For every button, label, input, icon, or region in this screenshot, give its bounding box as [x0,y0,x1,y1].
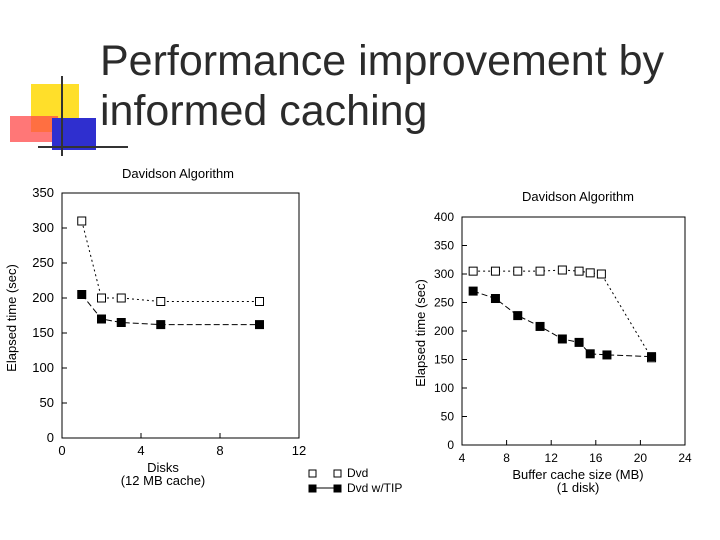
chart1-legend-marker [333,469,342,478]
chart2-series-1-point [585,268,595,278]
chart2-x-tick-label: 16 [589,451,603,465]
chart1-series-1-line [81,220,260,302]
chart2-series-1-point [513,266,523,276]
chart1-series-2-line [81,294,260,326]
chart1-series-1-point [156,297,166,306]
chart1-y-tick-label: 0 [47,430,54,445]
chart2-series-1-point [596,269,606,279]
chart2-x-axis-label: Buffer cache size (MB) [512,467,643,482]
chart1-series-1-point [255,297,264,306]
chart2-x-axis-label-sub: (1 disk) [557,480,600,495]
chart2-y-tick-label: 400 [434,210,454,224]
chart1-series-2-point [116,318,126,327]
deco-blue-square [52,118,96,150]
chart1-y-tick-label: 200 [32,290,54,305]
chart2-y-tick-label: 200 [434,324,454,338]
chart1-x-axis-label: Disks [147,460,179,475]
chart2-series-2-point [535,321,545,331]
chart1-x-tick-label: 0 [58,443,65,458]
chart1-y-axis-label: Elapsed time (sec) [4,264,19,372]
chart1-legend-label: Dvd w/TIP [347,481,402,495]
chart2-series-1-point [490,266,500,276]
chart2-x-tick-label: 24 [678,451,692,465]
chart2-series-1-point [557,265,567,275]
chart2-y-tick-label: 300 [434,267,454,281]
chart1-legend-marker [308,484,317,493]
chart1-legend-label: Dvd [347,466,368,480]
chart1-x-tick-label: 12 [292,443,306,458]
deco-horizontal-line [38,146,128,148]
chart2-x-tick-label: 12 [545,451,559,465]
chart1-series-1-point [116,293,126,303]
chart2-series-2-point [574,337,584,347]
chart1-x-axis-label-sub: (12 MB cache) [121,473,206,488]
chart1-series-2-point [97,314,106,324]
chart1-series-2-point [77,290,87,299]
chart1-title: Davidson Algorithm [122,166,234,181]
chart2-series-2-point [602,350,612,360]
chart2-y-tick-label: 150 [434,353,454,367]
chart1-plot-frame [61,192,300,439]
chart1-y-tick-label: 250 [32,255,54,270]
chart1-y-tick-label: 300 [32,220,54,235]
title-line-1: Performance improvement by [100,37,664,85]
chart1-series-1-point [77,216,87,226]
chart1-y-tick-label: 350 [32,185,54,200]
chart1-y-tick-label: 50 [40,395,54,410]
chart1-y-tick-label: 100 [32,360,54,375]
chart2-y-tick-label: 0 [447,438,454,452]
chart1-series-1-point [97,293,106,303]
chart2-plot-frame [461,216,686,446]
deco-red-bar [10,116,58,142]
chart2-y-tick-label: 50 [441,410,455,424]
chart2-series-1-point [574,266,584,276]
chart1-legend-marker [333,484,342,493]
chart2-series-2-point [468,286,478,296]
title-line-2: informed caching [100,87,428,135]
chart2-y-tick-label: 250 [434,296,454,310]
chart2-series-2-point [513,311,523,321]
page-title: Performance improvement by informed cach… [100,36,710,136]
chart2-y-tick-label: 350 [434,239,454,253]
chart1-series-2-point [255,320,264,330]
chart2-series-1-point [468,266,478,276]
chart1-y-tick-label: 150 [32,325,54,340]
chart2-x-tick-label: 8 [503,451,510,465]
chart2-x-tick-label: 20 [634,451,648,465]
chart2-title: Davidson Algorithm [522,189,634,204]
chart2-series-2-point [490,294,500,304]
chart2-series-2-point [585,349,595,359]
chart2-y-axis-label: Elapsed time (sec) [413,279,428,387]
chart2-series-1-line [473,269,652,359]
chart2-series-2-point [647,352,657,362]
chart1-series-2-point [156,320,166,330]
chart1-x-tick-label: 8 [216,443,223,458]
deco-vertical-line [61,76,63,156]
chart1-x-tick-label: 4 [137,443,144,458]
chart2-series-2-point [557,334,567,344]
chart2-x-tick-label: 4 [459,451,466,465]
chart2-y-tick-label: 100 [434,381,454,395]
chart1-legend-marker [308,469,317,478]
chart2-series-1-point [535,266,545,276]
